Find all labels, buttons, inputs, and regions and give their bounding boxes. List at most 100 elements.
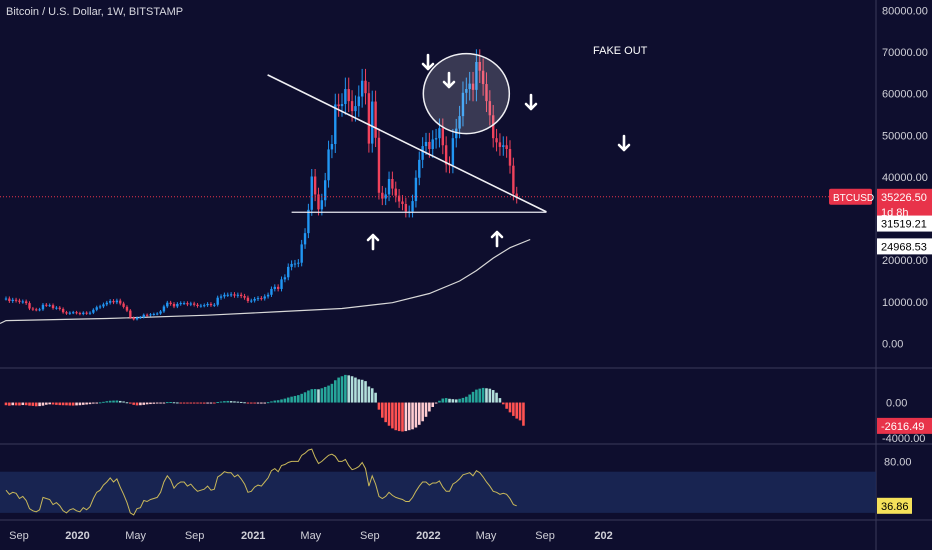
macd-bar	[451, 399, 455, 403]
macd-bar	[337, 377, 340, 403]
x-tick-label: May	[476, 530, 497, 542]
candle-body	[65, 312, 68, 314]
macd-bar	[354, 377, 357, 403]
macd-bar	[397, 402, 401, 432]
macd-bar	[4, 402, 8, 406]
macd-bar	[186, 402, 189, 404]
macd-bar	[317, 389, 320, 403]
candle-body	[512, 165, 515, 194]
macd-bar	[229, 401, 233, 403]
macd-bar	[192, 402, 196, 404]
candle-body	[112, 301, 115, 303]
candle-body	[478, 61, 481, 71]
macd-bar	[350, 376, 354, 403]
macd-bar	[61, 402, 65, 406]
macd-bar	[434, 402, 438, 404]
macd-bar	[381, 402, 384, 418]
candle-body	[250, 300, 253, 302]
candle-body	[307, 209, 310, 234]
macd-bar	[8, 402, 11, 406]
macd-bar	[491, 390, 495, 403]
macd-bar	[488, 388, 492, 403]
macd-bar	[273, 400, 277, 403]
rsi-value-tag: 36.86	[881, 501, 909, 513]
macd-axis-label: 0.00	[886, 398, 907, 410]
arrow-up-icon	[366, 233, 380, 251]
y-tick-label: 20000.00	[882, 255, 928, 267]
candle-body	[428, 141, 431, 150]
candle-body	[263, 296, 266, 299]
candle-body	[182, 303, 186, 305]
macd-bar	[293, 395, 297, 403]
candle-body	[266, 294, 270, 297]
candle-body	[300, 244, 303, 263]
x-tick-label: May	[300, 530, 321, 542]
macd-bar	[518, 402, 522, 421]
macd-bar	[263, 402, 267, 404]
candle-body	[169, 302, 172, 304]
macd-bar	[300, 393, 303, 403]
candle-body	[129, 310, 132, 318]
candle-body	[347, 89, 350, 102]
candle-body	[303, 233, 307, 245]
candle-body	[58, 307, 61, 309]
candle-body	[206, 303, 209, 306]
macd-bar	[88, 402, 92, 405]
y-tick-label: 10000.00	[882, 297, 928, 309]
moving-average-line	[0, 238, 531, 325]
candle-body	[488, 101, 492, 116]
macd-bar	[24, 402, 28, 406]
symbol-tag: BTCUSD	[833, 193, 874, 204]
candle-body	[125, 306, 129, 311]
candle-body	[394, 188, 397, 196]
macd-bar	[219, 401, 223, 403]
macd-bar	[394, 402, 398, 431]
x-tick-label: May	[125, 530, 146, 542]
candle-body	[350, 101, 354, 112]
macd-bar	[92, 402, 95, 404]
macd-bar	[340, 376, 344, 403]
candle-body	[21, 301, 24, 303]
macd-bar	[165, 402, 169, 404]
x-tick-label: Sep	[9, 530, 29, 542]
candle-body	[31, 308, 35, 310]
candle-body	[8, 298, 11, 302]
macd-bar	[179, 402, 183, 404]
candle-body	[223, 294, 226, 297]
candle-body	[186, 303, 189, 305]
candle-body	[461, 92, 465, 117]
symbol-tag-bg	[829, 188, 872, 205]
candle-body	[434, 138, 438, 140]
macd-bar	[253, 402, 256, 404]
macd-bar	[249, 402, 253, 404]
macd-bar	[246, 402, 250, 404]
macd-bar	[176, 402, 179, 404]
candle-body	[28, 303, 31, 309]
macd-bar	[508, 402, 512, 413]
macd-bar	[307, 390, 310, 403]
macd-bar	[11, 402, 15, 406]
candle-body	[320, 200, 324, 210]
macd-bar	[209, 402, 213, 404]
macd-bar	[327, 385, 330, 403]
candle-body	[498, 142, 502, 147]
macd-bar	[78, 402, 82, 406]
macd-bar	[438, 400, 441, 403]
macd-bar	[495, 392, 498, 403]
candle-body	[327, 149, 330, 181]
candle-body	[367, 93, 371, 144]
candle-body	[115, 300, 119, 303]
x-tick-label: 2022	[416, 530, 440, 542]
candle-body	[72, 312, 75, 314]
macd-bar	[125, 402, 129, 404]
macd-bar	[213, 402, 216, 404]
macd-bar	[48, 402, 51, 405]
candle-body	[142, 314, 145, 318]
x-tick-label: Sep	[185, 530, 205, 542]
candle-body	[283, 277, 287, 280]
macd-bar	[71, 402, 75, 406]
chart-title: Bitcoin / U.S. Dollar, 1W, BITSTAMP	[6, 6, 184, 18]
macd-bar	[404, 402, 408, 432]
macd-bar	[424, 402, 428, 417]
